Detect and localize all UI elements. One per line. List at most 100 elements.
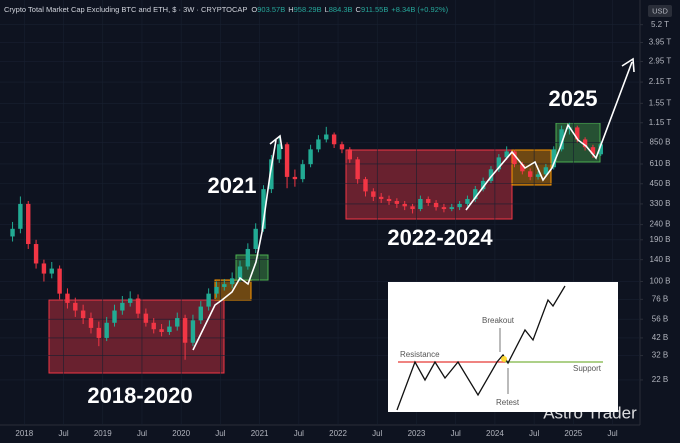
- candle-body: [127, 298, 133, 303]
- candle-body: [253, 228, 258, 249]
- x-tick-label: Jul: [372, 429, 382, 438]
- candle-body: [363, 179, 368, 192]
- candle-body: [167, 326, 172, 332]
- stat-label: O: [251, 5, 257, 14]
- arrow-head: [621, 57, 635, 73]
- x-tick-label: Jul: [294, 429, 304, 438]
- y-tick-label: 3.95 T: [649, 38, 672, 47]
- candle-body: [331, 134, 337, 145]
- x-tick-label: 2021: [251, 429, 269, 438]
- y-tick-label: 2.15 T: [649, 77, 672, 86]
- x-tick-label: Jul: [58, 429, 68, 438]
- x-tick-label: Jul: [529, 429, 539, 438]
- candle-body: [33, 244, 39, 264]
- candle-body: [151, 322, 156, 330]
- stat-label: H: [288, 5, 293, 14]
- candle-body: [245, 248, 251, 267]
- x-tick-label: 2022: [329, 429, 347, 438]
- candle-body: [112, 310, 117, 323]
- candle-body: [261, 189, 266, 229]
- y-tick-label: 2.95 T: [649, 57, 672, 66]
- inset-label: Breakout: [482, 316, 515, 325]
- candle-body: [65, 293, 70, 303]
- y-tick-label: 450 B: [650, 179, 671, 188]
- y-tick-label: 850 B: [650, 138, 671, 147]
- annotation: 2021: [208, 173, 257, 198]
- candle-body: [441, 207, 447, 210]
- candle-body: [426, 198, 431, 203]
- y-tick-label: 56 B: [652, 314, 668, 323]
- y-tick-label: 76 B: [652, 294, 668, 303]
- y-tick-label: 1.55 T: [649, 98, 672, 107]
- star: [501, 356, 507, 362]
- candle-body: [488, 169, 494, 181]
- candle-body: [473, 189, 478, 199]
- candle-body: [10, 228, 15, 237]
- x-tick-label: 2020: [172, 429, 190, 438]
- candle-body: [277, 144, 282, 160]
- candle-body: [104, 322, 109, 338]
- candle-body: [143, 313, 149, 323]
- x-tick-label: 2023: [408, 429, 426, 438]
- stat-value: 958.29B: [294, 5, 322, 14]
- candle-body: [284, 144, 290, 177]
- stat-label: C: [356, 5, 362, 14]
- stat-value: 903.57B: [257, 5, 285, 14]
- candle-body: [527, 171, 533, 177]
- x-tick-label: Jul: [451, 429, 461, 438]
- candle-body: [80, 310, 86, 319]
- candle-body: [300, 164, 305, 180]
- candle-body: [324, 134, 329, 140]
- x-tick-label: 2024: [486, 429, 504, 438]
- candle-body: [590, 147, 596, 155]
- candle-body: [575, 127, 580, 140]
- arrow-path: [192, 139, 277, 351]
- candle-body: [198, 306, 203, 321]
- candle-body: [512, 151, 517, 165]
- currency: USD: [652, 6, 668, 15]
- x-tick-label: Jul: [607, 429, 617, 438]
- candle-body: [190, 320, 196, 343]
- candle-body: [339, 144, 345, 150]
- x-tick-label: Jul: [137, 429, 147, 438]
- y-tick-label: 610 B: [650, 159, 671, 168]
- y-tick-label: 100 B: [650, 277, 671, 286]
- candles: [10, 122, 603, 360]
- candle-body: [229, 278, 235, 285]
- candle-body: [49, 268, 54, 274]
- arrow-head: [269, 134, 283, 150]
- annotation: 2025: [549, 86, 598, 111]
- candle-body: [308, 149, 313, 165]
- arrow-path: [465, 61, 633, 211]
- annotation: 2018-2020: [87, 383, 192, 408]
- candle-body: [418, 198, 423, 210]
- y-tick-label: 1.15 T: [649, 118, 672, 127]
- inset-path: [396, 285, 566, 411]
- candle-body: [182, 318, 188, 343]
- candle-body: [410, 206, 415, 210]
- candle-body: [371, 191, 376, 197]
- candle-body: [378, 196, 384, 199]
- candle-body: [206, 293, 211, 307]
- inset-label: Resistance: [400, 350, 440, 359]
- candle-body: [457, 203, 462, 208]
- candle-body: [465, 198, 470, 204]
- y-tick-label: 190 B: [650, 235, 671, 244]
- y-tick-label: 22 B: [652, 375, 668, 384]
- candle-body: [120, 302, 125, 311]
- inset: Resistance Support Breakout Retest: [388, 282, 618, 412]
- candle-body: [96, 327, 102, 338]
- y-tick-label: 140 B: [650, 255, 671, 264]
- candle-body: [386, 198, 392, 202]
- x-tick-label: 2018: [15, 429, 33, 438]
- candle-body: [175, 318, 180, 327]
- candle-body: [18, 203, 23, 229]
- stat-label: L: [325, 5, 329, 14]
- candle-body: [520, 164, 525, 172]
- candle-body: [496, 157, 502, 170]
- candle-body: [559, 129, 564, 150]
- inset-label: Support: [573, 364, 602, 373]
- annotation: 2022-2024: [387, 225, 493, 250]
- candle-body: [355, 159, 360, 180]
